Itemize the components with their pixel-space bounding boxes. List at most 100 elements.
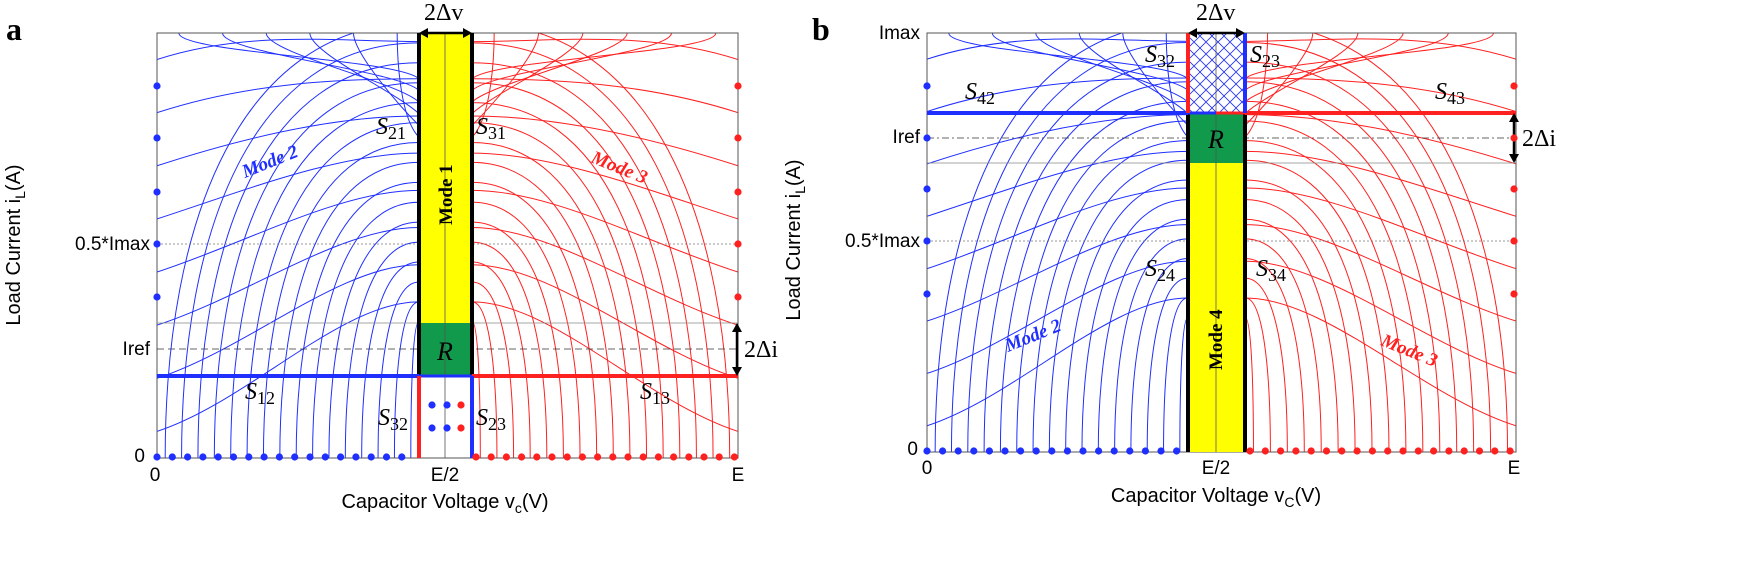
region-r-a bbox=[419, 323, 472, 376]
b-right-arc-b0 bbox=[1311, 33, 1509, 452]
a-left-arc-b5 bbox=[246, 122, 420, 458]
a-right-arc-b1 bbox=[471, 42, 714, 458]
b-left-arc-b8 bbox=[1065, 179, 1189, 452]
a-dot-c0 bbox=[428, 401, 436, 409]
a-dot-c1 bbox=[443, 401, 451, 409]
a-right-arc-t0 bbox=[471, 33, 717, 80]
mode-1-label: Mode 1 bbox=[436, 164, 457, 225]
b-dot-br0 bbox=[1246, 447, 1254, 455]
b-right-arc-s4 bbox=[1244, 150, 1516, 217]
a-dot-bl16 bbox=[398, 453, 406, 461]
b-dot-br1 bbox=[1261, 447, 1269, 455]
b-left-arc-t0 bbox=[948, 33, 1189, 80]
a-dot-br12 bbox=[654, 453, 663, 461]
b-dot-br7 bbox=[1353, 447, 1361, 455]
b-right-arc-b2 bbox=[1244, 61, 1475, 452]
b-left-arc-s5 bbox=[927, 114, 1189, 165]
b-dot-br11 bbox=[1414, 447, 1422, 455]
b-dot-br9 bbox=[1384, 447, 1392, 455]
a-left-arc-t2 bbox=[265, 33, 420, 103]
b-right-arc-b5 bbox=[1244, 120, 1424, 452]
a-right-arc-b7 bbox=[471, 161, 614, 458]
b-dot-br14 bbox=[1460, 447, 1468, 455]
delta-v-label-b: 2Δv bbox=[1196, 0, 1235, 26]
a-dot-l4 bbox=[153, 293, 161, 301]
b-right-arc-b14 bbox=[1244, 297, 1271, 452]
x-tick-a-0: 0 bbox=[150, 465, 161, 486]
mode-3-label-a: Mode 3 bbox=[587, 147, 650, 189]
a-dot-br13 bbox=[670, 453, 678, 461]
b-dot-br12 bbox=[1430, 447, 1438, 455]
b-dot-bl14 bbox=[1141, 447, 1149, 455]
a-right-arc-t2 bbox=[471, 33, 628, 103]
a-right-arc-s1 bbox=[471, 264, 738, 379]
b-dot-bl15 bbox=[1157, 447, 1165, 455]
a-dot-br0 bbox=[472, 453, 480, 461]
a-right-arc-b0 bbox=[536, 33, 731, 458]
a-left-arc-t5 bbox=[396, 33, 420, 138]
panel-b-label: b bbox=[812, 11, 830, 47]
b-dot-bl4 bbox=[985, 447, 994, 455]
b-left-arc-s0 bbox=[927, 297, 1189, 427]
a-dot-br16 bbox=[715, 453, 723, 461]
a-left-arc-b8 bbox=[295, 181, 420, 458]
a-dot-br9 bbox=[609, 453, 617, 461]
b-right-arc-s7 bbox=[1244, 38, 1516, 60]
b-dot-r3 bbox=[1510, 237, 1518, 245]
a-right-arc-b13 bbox=[471, 281, 515, 458]
b-dot-bl9 bbox=[1063, 447, 1071, 455]
switch-label-a-2: S12 bbox=[245, 379, 275, 408]
switch-label-a-5: S23 bbox=[476, 405, 506, 434]
b-left-arc-b6 bbox=[1032, 140, 1189, 452]
a-right-arc-b8 bbox=[471, 181, 598, 458]
b-dot-bl0 bbox=[923, 447, 931, 455]
x-tick-b-2: E bbox=[1508, 458, 1521, 479]
b-left-arc-b14 bbox=[1163, 297, 1189, 452]
a-dot-bl12 bbox=[337, 453, 345, 461]
region-label-b: R bbox=[1207, 125, 1224, 154]
a-right-arc-b9 bbox=[471, 201, 581, 458]
mode-4-band bbox=[1188, 163, 1245, 452]
b-dot-bl13 bbox=[1126, 447, 1134, 455]
a-left-arc-b9 bbox=[312, 201, 420, 458]
b-left-arc-s2 bbox=[927, 224, 1189, 322]
b-left-arc-b4 bbox=[999, 100, 1189, 452]
a-dot-br17 bbox=[730, 453, 739, 461]
switch-label-b-5: S34 bbox=[1256, 256, 1286, 285]
x-axis-label-b: Capacitor Voltage vC(V) bbox=[1111, 485, 1321, 510]
b-right-arc-t5 bbox=[1244, 33, 1269, 138]
a-dot-c3 bbox=[428, 424, 436, 432]
b-left-arc-b3 bbox=[983, 81, 1189, 452]
b-dot-l2 bbox=[923, 185, 931, 193]
a-dot-br10 bbox=[624, 453, 632, 461]
b-right-arc-t2 bbox=[1244, 33, 1404, 103]
b-left-arc-b9 bbox=[1081, 199, 1189, 452]
a-left-arc-s0 bbox=[157, 301, 420, 432]
a-dot-l1 bbox=[153, 134, 161, 142]
y-tick-a-2: 0.5*Imax bbox=[75, 234, 150, 255]
b-right-arc-b7 bbox=[1244, 159, 1390, 452]
y-tick-b-2: Iref bbox=[893, 127, 921, 148]
a-left-arc-b6 bbox=[262, 141, 420, 458]
switch-label-a-0: S21 bbox=[376, 114, 406, 143]
panel-a-start-points bbox=[153, 82, 742, 461]
a-dot-bl8 bbox=[275, 453, 283, 461]
b-dot-br5 bbox=[1322, 447, 1331, 455]
region-r-b bbox=[1188, 113, 1245, 163]
a-dot-bl9 bbox=[291, 453, 299, 461]
a-left-arc-b4 bbox=[230, 102, 420, 458]
panel-a-label: a bbox=[6, 11, 22, 47]
a-dot-bl4 bbox=[214, 453, 222, 461]
y-tick-b-1: 0.5*Imax bbox=[845, 231, 920, 252]
a-right-arc-s6 bbox=[471, 78, 738, 114]
b-right-arc-b10 bbox=[1244, 218, 1339, 452]
b-dot-bl1 bbox=[939, 447, 947, 455]
a-left-arc-s6 bbox=[157, 78, 420, 114]
a-dot-bl1 bbox=[168, 453, 176, 461]
b-dot-bl11 bbox=[1095, 447, 1103, 455]
b-left-arc-t2 bbox=[1035, 33, 1189, 103]
b-right-arc-t0 bbox=[1244, 33, 1494, 80]
a-dot-l3 bbox=[153, 240, 161, 248]
a-left-arc-b14 bbox=[393, 301, 420, 458]
y-tick-a-1: Iref bbox=[123, 339, 151, 360]
